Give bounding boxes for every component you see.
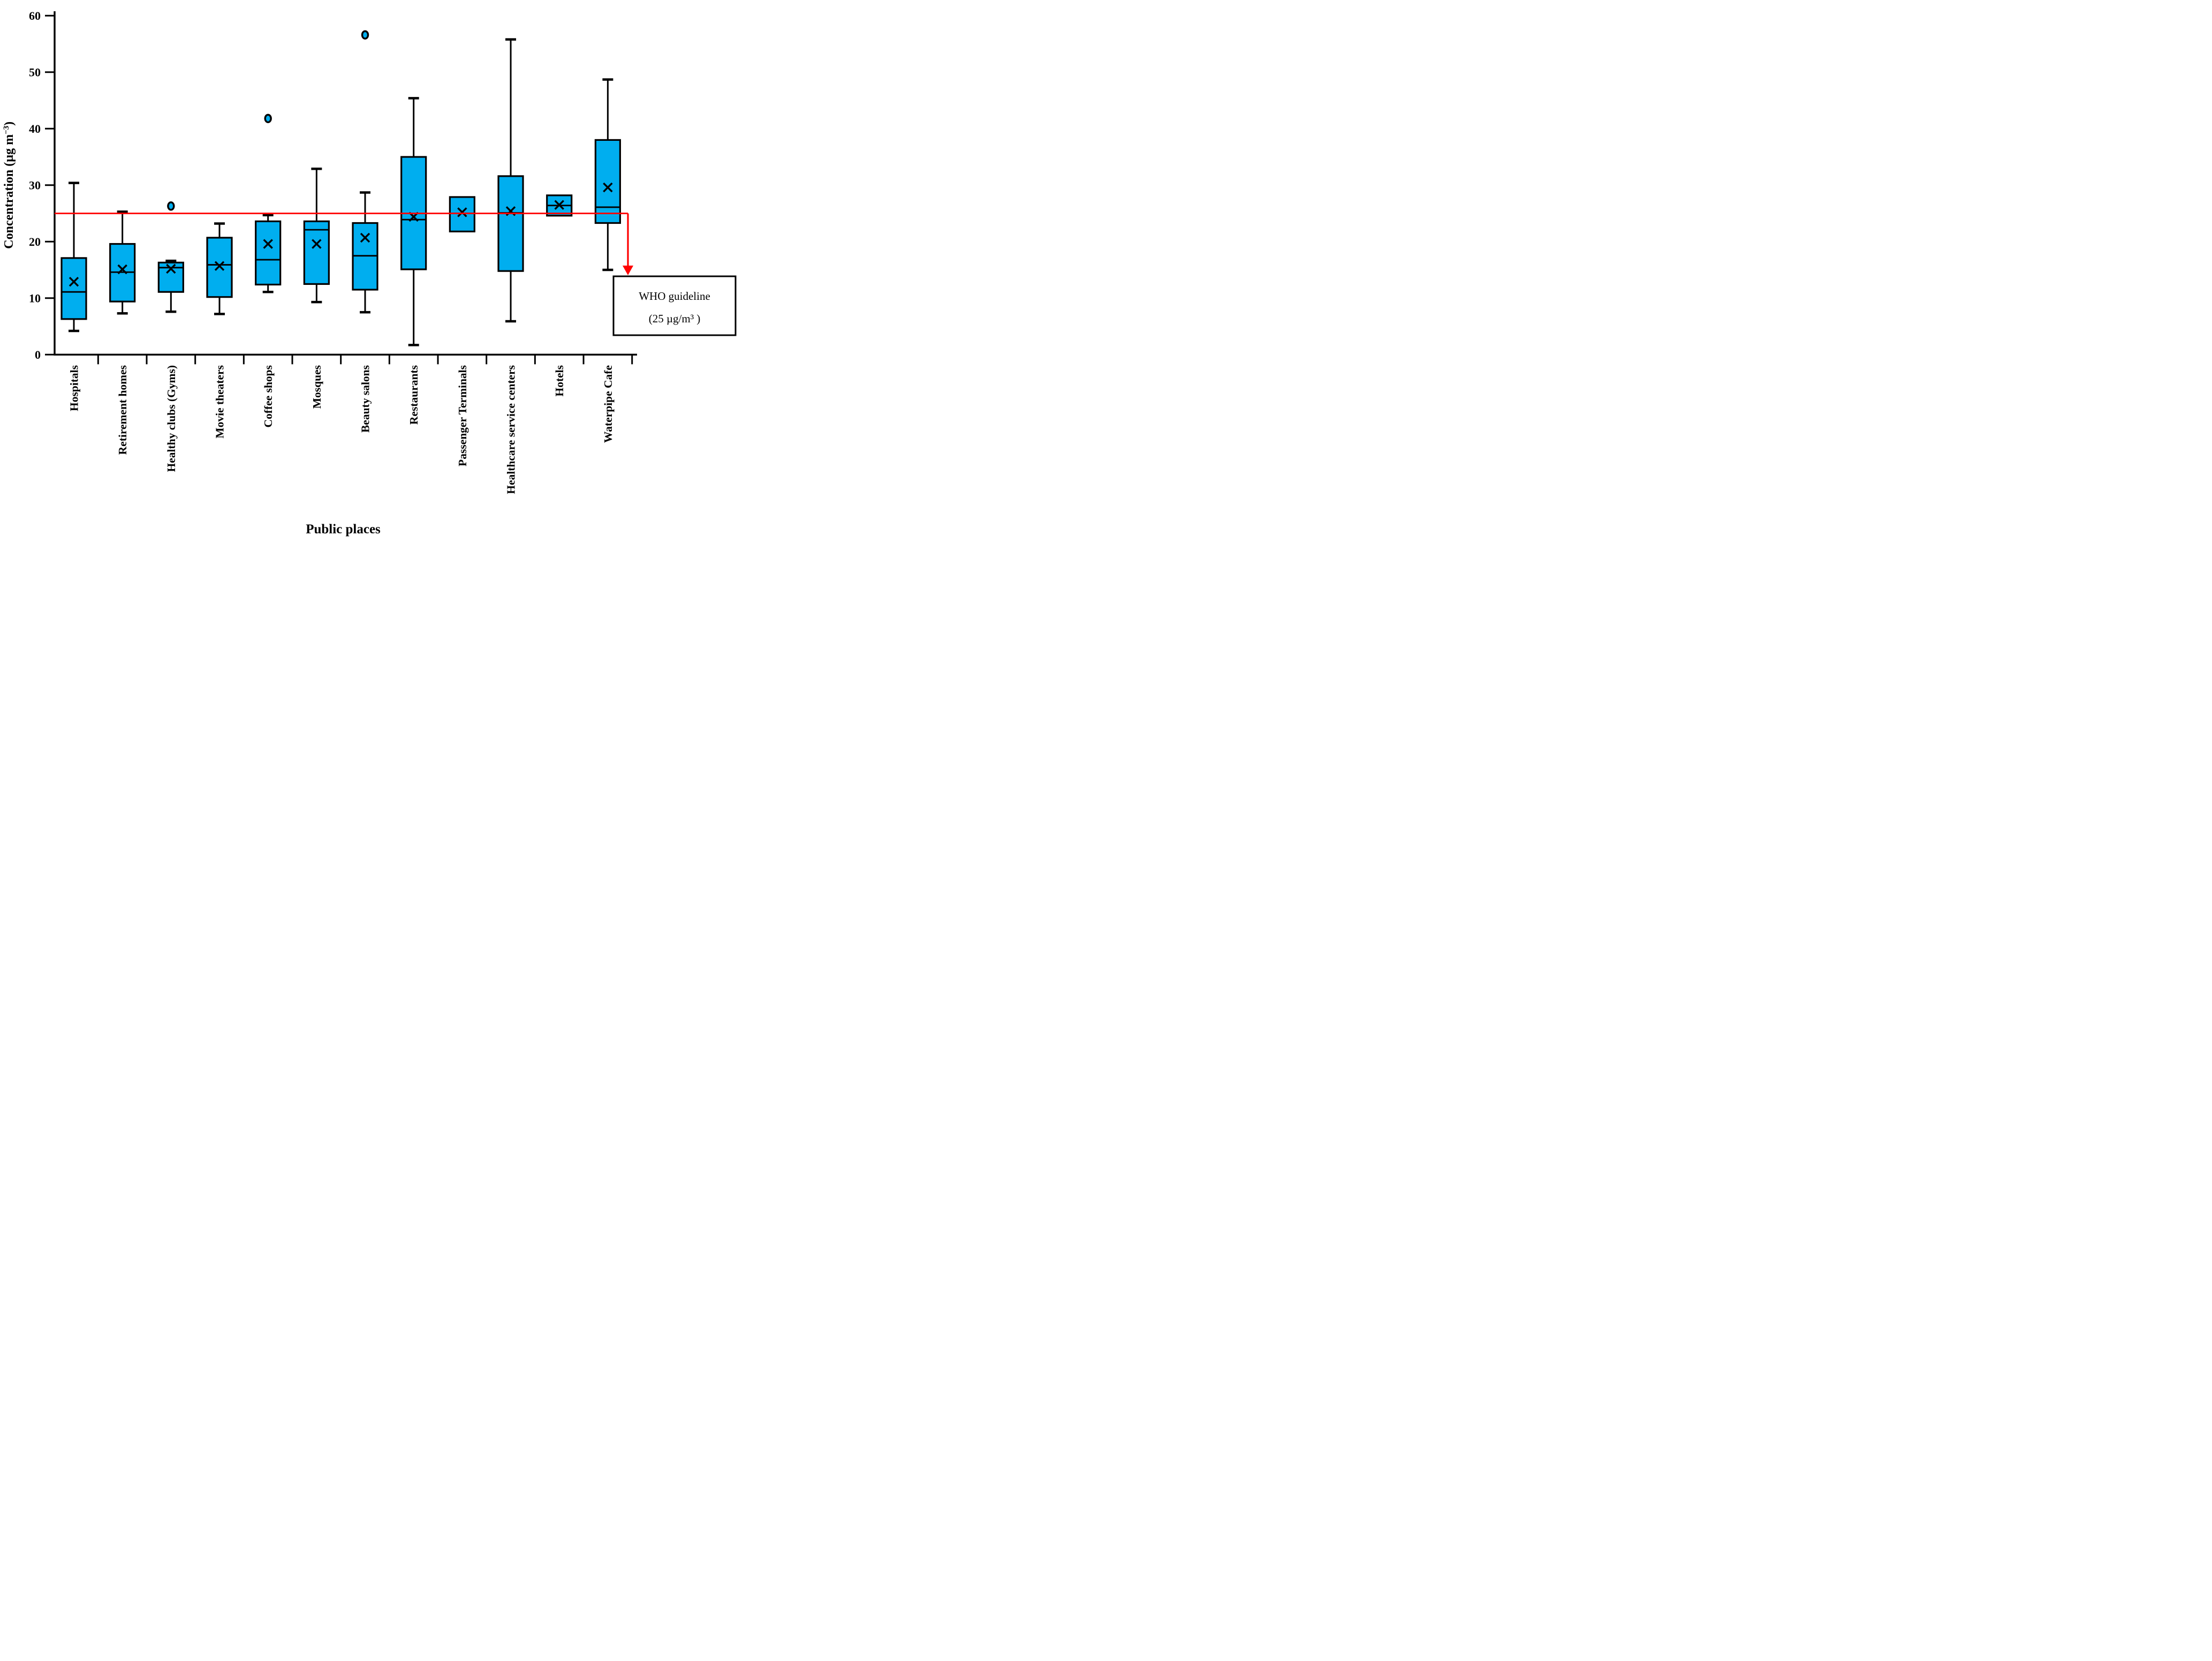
y-axis-title: Concentration (µg m−3) <box>2 122 16 249</box>
x-category-label: Healthy clubs (Gyms) <box>165 365 178 472</box>
mean-marker <box>69 277 79 287</box>
mean-marker <box>214 261 225 271</box>
who-guideline-text-line2: (25 µg/m³ ) <box>649 312 701 325</box>
mean-marker <box>360 232 370 243</box>
iqr-box <box>303 220 330 285</box>
mean-marker <box>603 182 613 193</box>
x-category-label: Restaurants <box>407 365 420 425</box>
box-group <box>449 196 475 232</box>
chart-canvas: 0 10 20 30 40 50 60 WHO guideline (25 µg/m³ ) Hos… <box>2 9 737 537</box>
who-annotation-box <box>612 275 737 336</box>
y-tick-label: 20 <box>29 235 41 248</box>
box-group <box>60 182 87 333</box>
x-category-label: Movie theaters <box>214 365 226 439</box>
mean-marker <box>166 263 176 274</box>
iqr-box <box>594 139 621 224</box>
y-tick-label: 10 <box>29 291 41 305</box>
box-group <box>206 222 233 315</box>
box-group <box>400 97 427 346</box>
y-tick-label: 40 <box>29 122 41 135</box>
outlier-point <box>167 201 175 211</box>
iqr-box <box>206 237 233 298</box>
y-tick-label: 50 <box>29 65 41 79</box>
box-group <box>546 194 573 217</box>
x-category-label: Mosques <box>310 365 323 409</box>
box-group <box>255 114 282 293</box>
box-group <box>594 78 621 271</box>
x-category-label: Hospitals <box>68 365 81 411</box>
who-guideline-text-line1: WHO guideline <box>639 290 710 303</box>
box-group <box>109 210 136 315</box>
mean-marker <box>117 264 127 275</box>
mean-marker <box>263 239 273 249</box>
x-category-label: Retirement homes <box>116 365 129 455</box>
box-group <box>352 30 378 314</box>
x-category-label: Waterpipe Cafe <box>602 365 615 443</box>
box-group <box>303 167 330 304</box>
x-category-label: Beauty salons <box>359 365 372 433</box>
mean-marker <box>457 207 467 217</box>
x-category-label: Hotels <box>553 365 566 397</box>
guideline-arrowhead <box>623 266 633 275</box>
boxplot-figure: 0 10 20 30 40 50 60 WHO guideline (25 µg/m³ ) Hos… <box>0 0 738 554</box>
x-category-label: Coffee shops <box>262 365 275 427</box>
x-axis-title: Public places <box>306 522 381 537</box>
box-group <box>497 38 524 323</box>
x-category-label: Healthcare service centers <box>505 365 518 494</box>
x-category-label: Passenger Terminals <box>456 365 469 466</box>
outlier-point <box>264 114 272 124</box>
box-group <box>157 201 184 313</box>
outlier-point <box>361 30 369 40</box>
y-tick-label: 0 <box>35 348 41 361</box>
iqr-box <box>60 257 87 320</box>
y-tick-label: 30 <box>29 178 41 192</box>
mean-marker <box>554 200 564 210</box>
mean-marker <box>312 239 322 249</box>
iqr-box <box>255 220 282 286</box>
y-tick-label: 60 <box>29 9 41 22</box>
iqr-box <box>497 175 524 272</box>
iqr-box <box>449 196 475 232</box>
